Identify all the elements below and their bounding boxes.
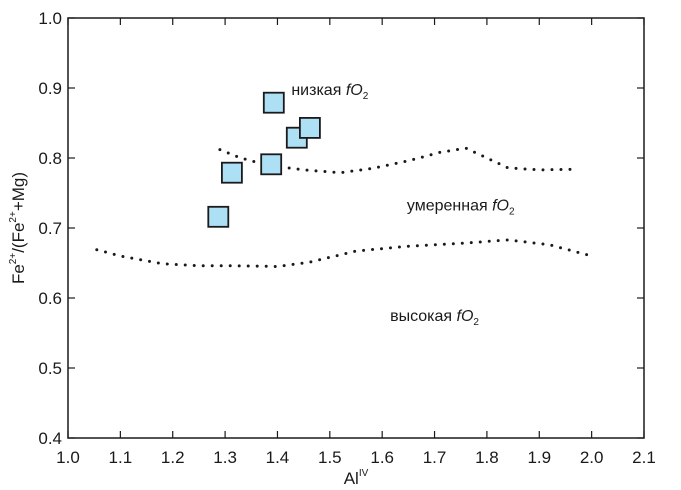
x-axis-title: AlIV bbox=[344, 468, 369, 488]
data-point-3 bbox=[260, 153, 283, 176]
region-label-3: высокая fO2 bbox=[390, 308, 479, 328]
x-tick-label: 2.0 bbox=[580, 448, 604, 467]
x-tick-label: 1.5 bbox=[318, 448, 342, 467]
data-point-4 bbox=[262, 91, 285, 114]
x-tick-label: 1.6 bbox=[370, 448, 394, 467]
region-labels: низкая fO2 умеренная fO2 высокая fO2 bbox=[291, 82, 515, 328]
x-tick-label: 1.0 bbox=[56, 448, 80, 467]
boundary-lines bbox=[95, 146, 594, 269]
region-label-2: умеренная fO2 bbox=[407, 198, 515, 218]
plot-frame bbox=[67, 17, 645, 439]
x-tick-label: 1.8 bbox=[475, 448, 499, 467]
x-tick-label: 1.3 bbox=[213, 448, 237, 467]
y-tick-label: 0.6 bbox=[38, 289, 62, 308]
data-point-1 bbox=[207, 205, 230, 228]
x-tick-label: 1.2 bbox=[161, 448, 185, 467]
x-axis-title-superscript: IV bbox=[359, 468, 369, 479]
data-point-6 bbox=[298, 117, 321, 139]
x-tick-label: 1.4 bbox=[266, 448, 290, 467]
y-tick-label: 1.0 bbox=[38, 9, 62, 28]
y-axis-ticks: 0.4 0.5 0.6 0.7 0.8 0.9 1.0 bbox=[38, 9, 644, 448]
x-tick-label: 1.7 bbox=[423, 448, 447, 467]
y-tick-label: 0.9 bbox=[38, 79, 62, 98]
y-tick-label: 0.4 bbox=[38, 429, 62, 448]
y-tick-label: 0.8 bbox=[38, 149, 62, 168]
data-points bbox=[207, 91, 321, 228]
y-tick-label: 0.7 bbox=[38, 219, 62, 238]
y-tick-label: 0.5 bbox=[38, 359, 62, 378]
x-tick-label: 2.1 bbox=[632, 448, 656, 467]
x-tick-label: 1.1 bbox=[109, 448, 133, 467]
boundary-line-2 bbox=[95, 238, 594, 269]
boundary-line-1 bbox=[218, 146, 578, 175]
x-axis-ticks: 1.0 1.1 1.2 1.3 1.4 1.5 1.6 1.7 1.8 1.9 2.0 2.1 bbox=[56, 18, 656, 467]
x-tick-label: 1.9 bbox=[527, 448, 551, 467]
data-point-2 bbox=[220, 161, 243, 184]
region-label-1: низкая fO2 bbox=[291, 82, 368, 102]
y-axis-title: Fe2+/(Fe2++Mg) bbox=[8, 172, 28, 284]
x-axis-title-base: Al bbox=[344, 469, 359, 488]
